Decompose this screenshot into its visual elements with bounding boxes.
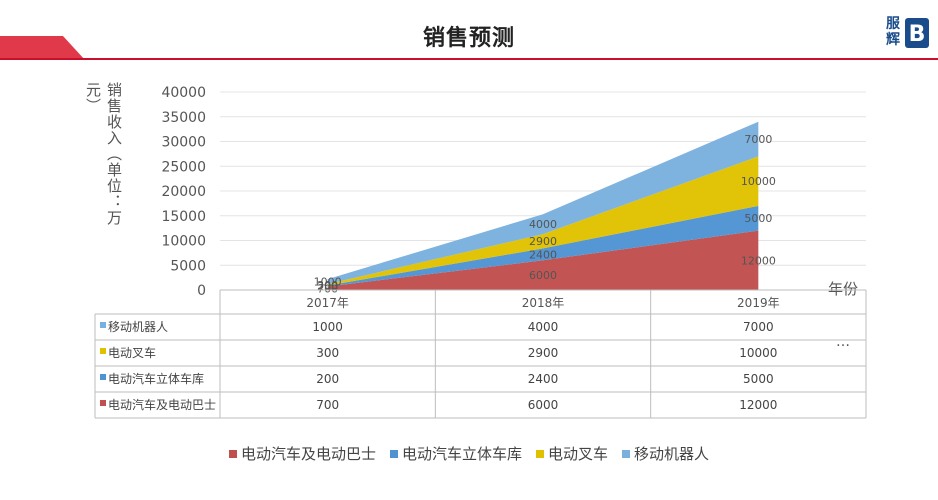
table-cell: 10000	[739, 346, 777, 360]
data-label: 10000	[741, 175, 776, 188]
table-row-key	[100, 374, 106, 380]
table-row-label: 移动机器人	[108, 320, 168, 334]
y-tick-label: 0	[197, 283, 206, 299]
legend-swatch	[228, 449, 237, 458]
table-row-label: 电动叉车	[108, 345, 156, 360]
brand-logo: 服辉 B	[886, 16, 932, 50]
table-row-key	[100, 322, 106, 328]
area-series-1	[327, 205, 759, 287]
data-label: 2900	[529, 235, 557, 248]
legend-label: 电动叉车	[548, 445, 609, 463]
table-cell: 2900	[528, 346, 559, 360]
logo-text: 服辉	[886, 16, 900, 48]
x-tick-label: 2019年	[737, 296, 780, 310]
y-tick-label: 10000	[161, 234, 206, 250]
legend-swatch	[536, 449, 544, 458]
x-axis-label: 年份	[828, 280, 859, 298]
legend-swatch	[389, 449, 398, 458]
table-cell: 300	[316, 346, 339, 360]
legend-label: 电动汽车及电动巴士	[240, 445, 376, 463]
legend-item: 电动汽车及电动巴士	[228, 443, 376, 464]
y-tick-label: 40000	[161, 85, 206, 101]
page-title: 销售预测	[422, 26, 515, 51]
table-cell: 1000	[312, 320, 343, 334]
data-label: 6000	[529, 269, 557, 282]
y-tick-label: 25000	[161, 159, 206, 175]
table-cell: 2400	[528, 372, 559, 386]
ellipsis-mark: …	[836, 334, 850, 350]
y-tick-label: 5000	[170, 258, 206, 274]
legend-swatch	[622, 449, 631, 458]
legend-item: 移动机器人	[622, 443, 709, 464]
y-tick-label: 35000	[161, 110, 206, 126]
y-tick-label: 20000	[161, 184, 206, 200]
table-row-label: 电动汽车及电动巴士	[108, 397, 216, 412]
table-cell: 7000	[743, 320, 774, 334]
table-cell: 4000	[528, 320, 559, 334]
y-tick-label: 30000	[161, 135, 206, 151]
svg-text:B: B	[909, 22, 926, 47]
table-row-key	[100, 400, 106, 406]
header-divider	[0, 58, 938, 60]
x-tick-label: 2017年	[306, 296, 349, 310]
table-row-key	[100, 348, 106, 354]
legend-label: 电动汽车立体车库	[401, 445, 522, 463]
legend-item: 电动汽车立体车库	[389, 443, 522, 464]
x-tick-label: 2018年	[522, 296, 565, 310]
data-label: 4000	[529, 218, 557, 231]
table-cell: 700	[316, 398, 339, 412]
data-label: 12000	[741, 254, 776, 267]
data-label: 1000	[314, 276, 342, 289]
logo-b-mark: B	[905, 18, 929, 48]
data-label: 2400	[529, 248, 557, 261]
data-label: 7000	[744, 133, 772, 146]
legend-label: 移动机器人	[634, 445, 710, 463]
data-label: 5000	[744, 212, 772, 225]
y-axis-label: 销售收入（单位：万元）	[84, 82, 123, 226]
area-series-3	[327, 121, 759, 285]
table-cell: 5000	[743, 372, 774, 386]
data-label: 700	[317, 282, 338, 295]
table-cell: 12000	[739, 398, 777, 412]
table-cell: 200	[316, 372, 339, 386]
area-series-2	[327, 156, 759, 286]
legend-item: 电动叉车	[536, 443, 608, 464]
data-label: 300	[317, 279, 338, 292]
table-row-label: 电动汽车立体车库	[108, 371, 204, 386]
chart-legend: 电动汽车及电动巴士 电动汽车立体车库 电动叉车 移动机器人	[0, 443, 938, 464]
y-tick-label: 15000	[161, 209, 206, 225]
table-cell: 6000	[528, 398, 559, 412]
